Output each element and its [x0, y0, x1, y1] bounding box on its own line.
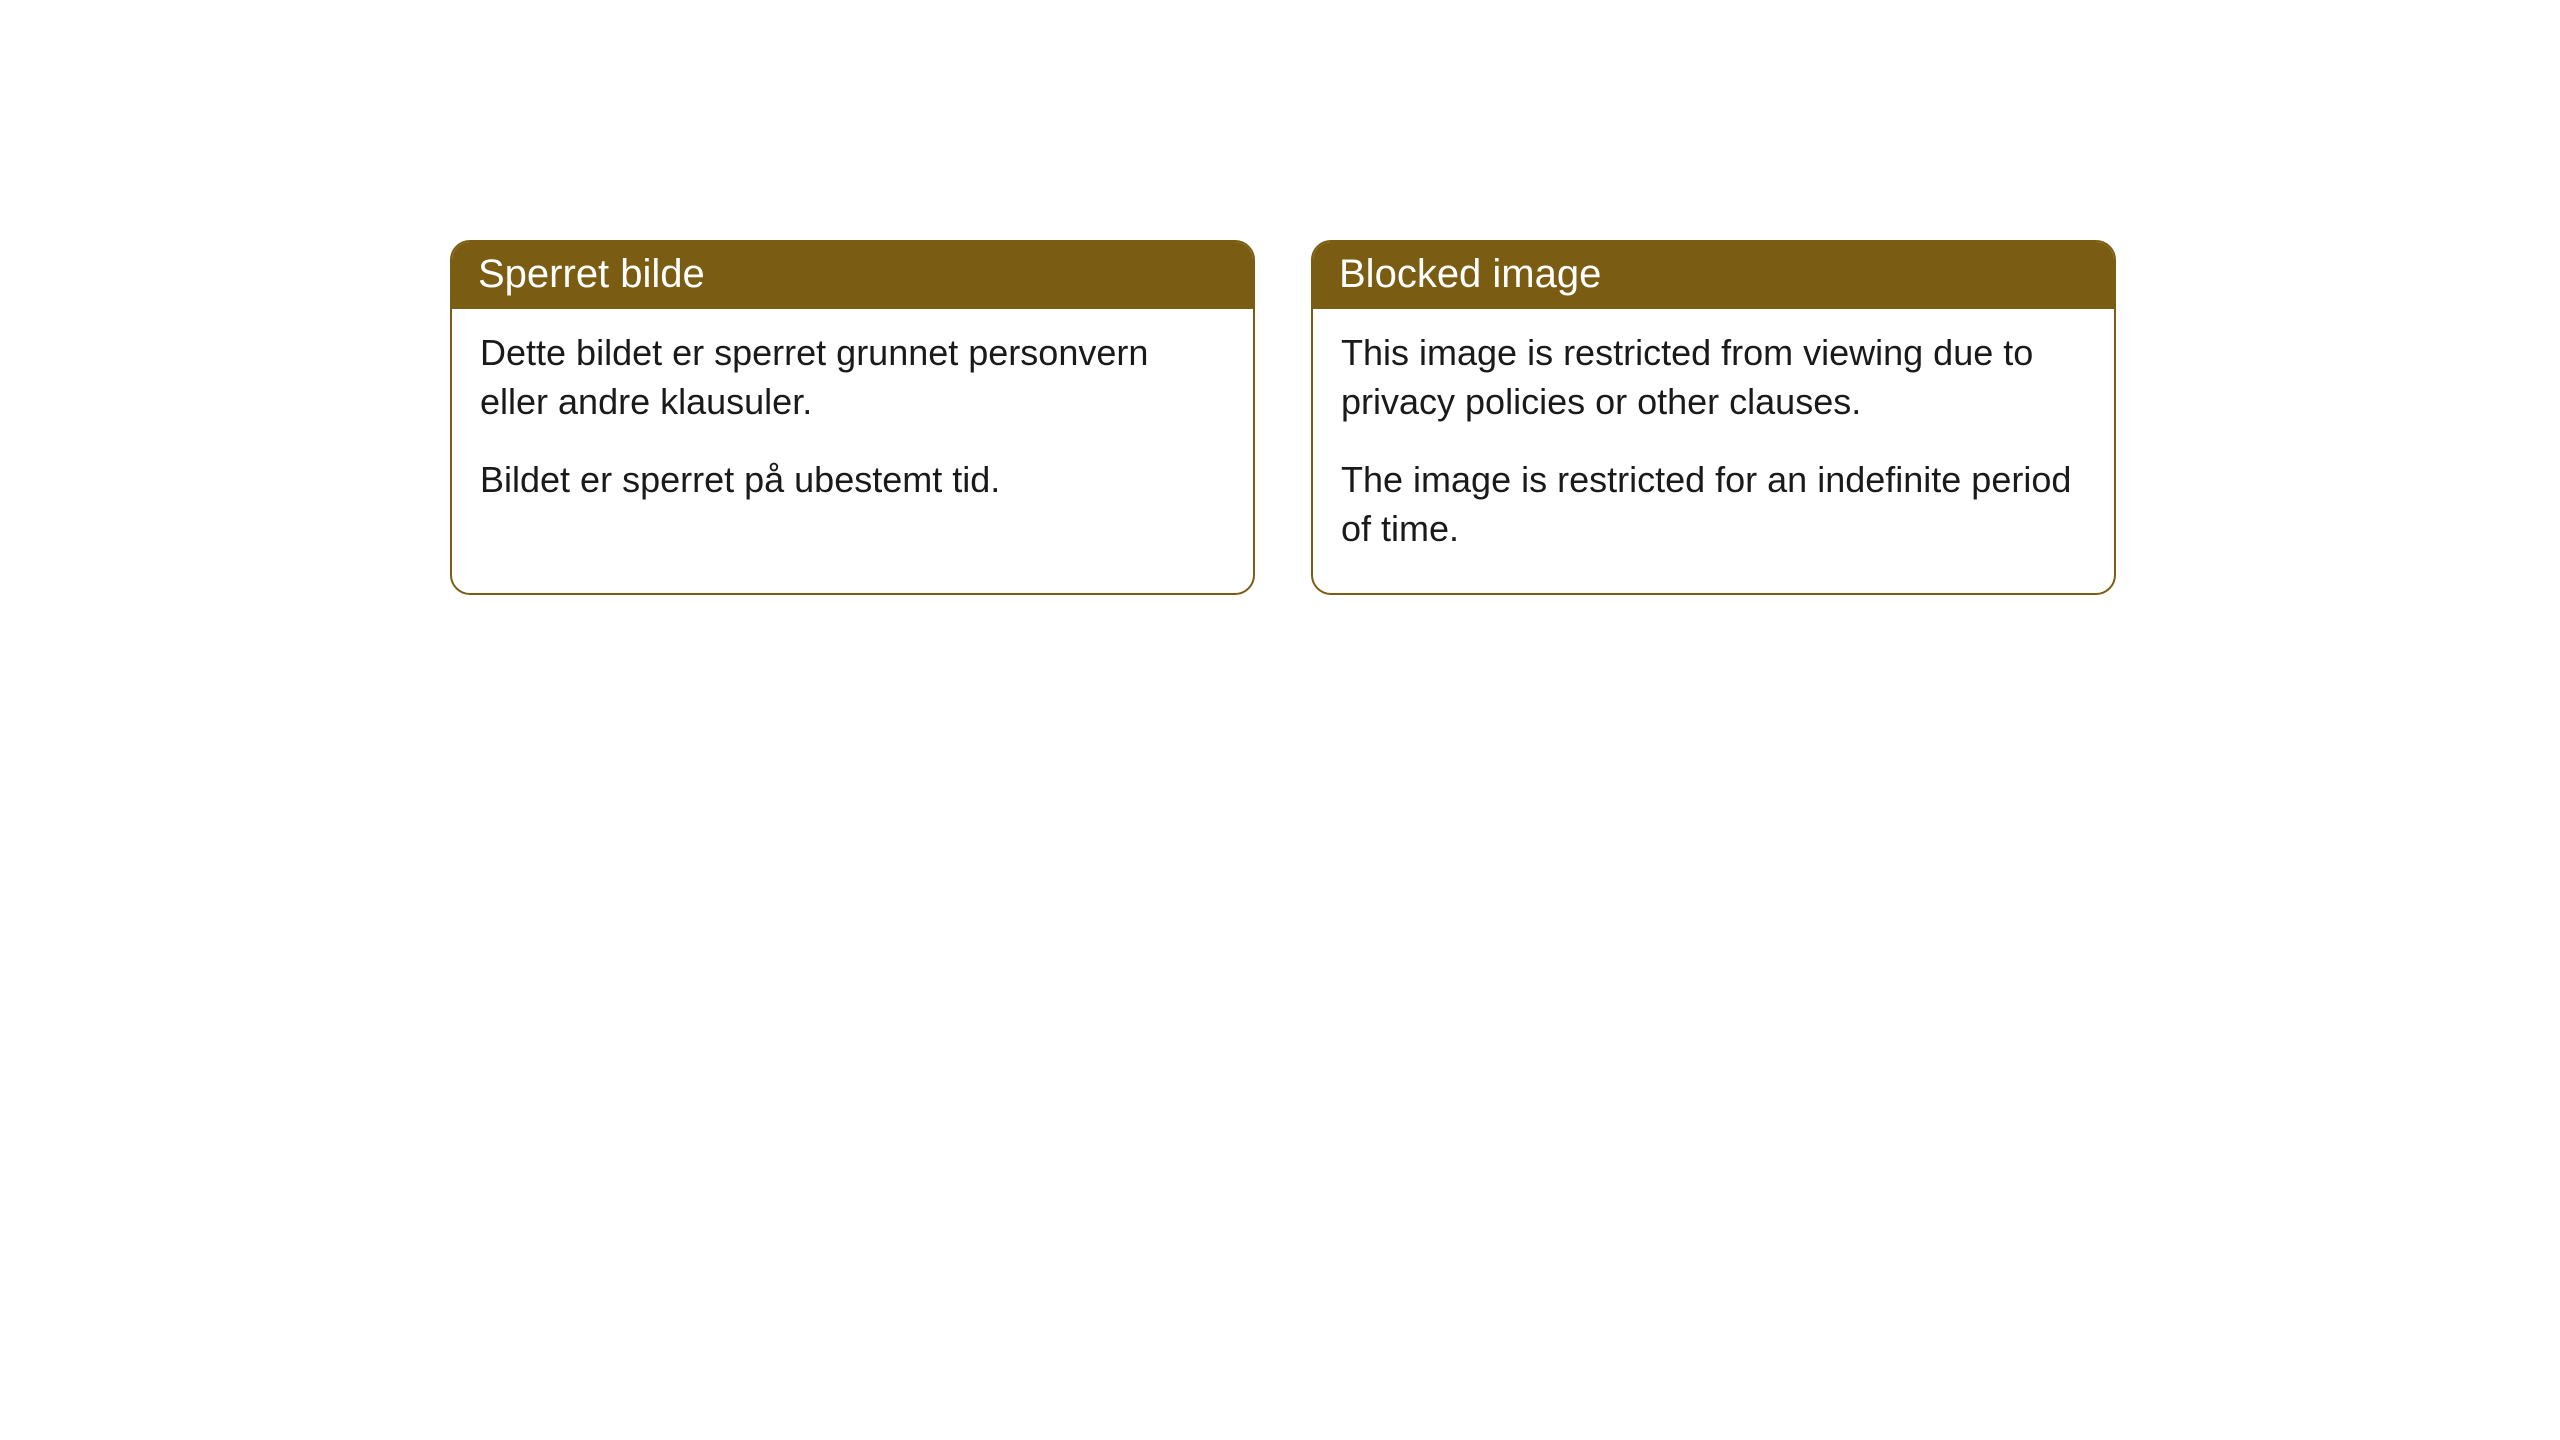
- notice-card-english: Blocked image This image is restricted f…: [1311, 240, 2116, 595]
- card-paragraph: Bildet er sperret på ubestemt tid.: [480, 456, 1225, 505]
- card-paragraph: This image is restricted from viewing du…: [1341, 329, 2086, 426]
- card-body: Dette bildet er sperret grunnet personve…: [452, 309, 1253, 545]
- card-paragraph: Dette bildet er sperret grunnet personve…: [480, 329, 1225, 426]
- card-title: Sperret bilde: [478, 252, 705, 296]
- notice-container: Sperret bilde Dette bildet er sperret gr…: [450, 240, 2116, 595]
- card-header: Blocked image: [1313, 242, 2114, 309]
- card-title: Blocked image: [1339, 252, 1601, 296]
- notice-card-norwegian: Sperret bilde Dette bildet er sperret gr…: [450, 240, 1255, 595]
- card-header: Sperret bilde: [452, 242, 1253, 309]
- card-body: This image is restricted from viewing du…: [1313, 309, 2114, 593]
- card-paragraph: The image is restricted for an indefinit…: [1341, 456, 2086, 553]
